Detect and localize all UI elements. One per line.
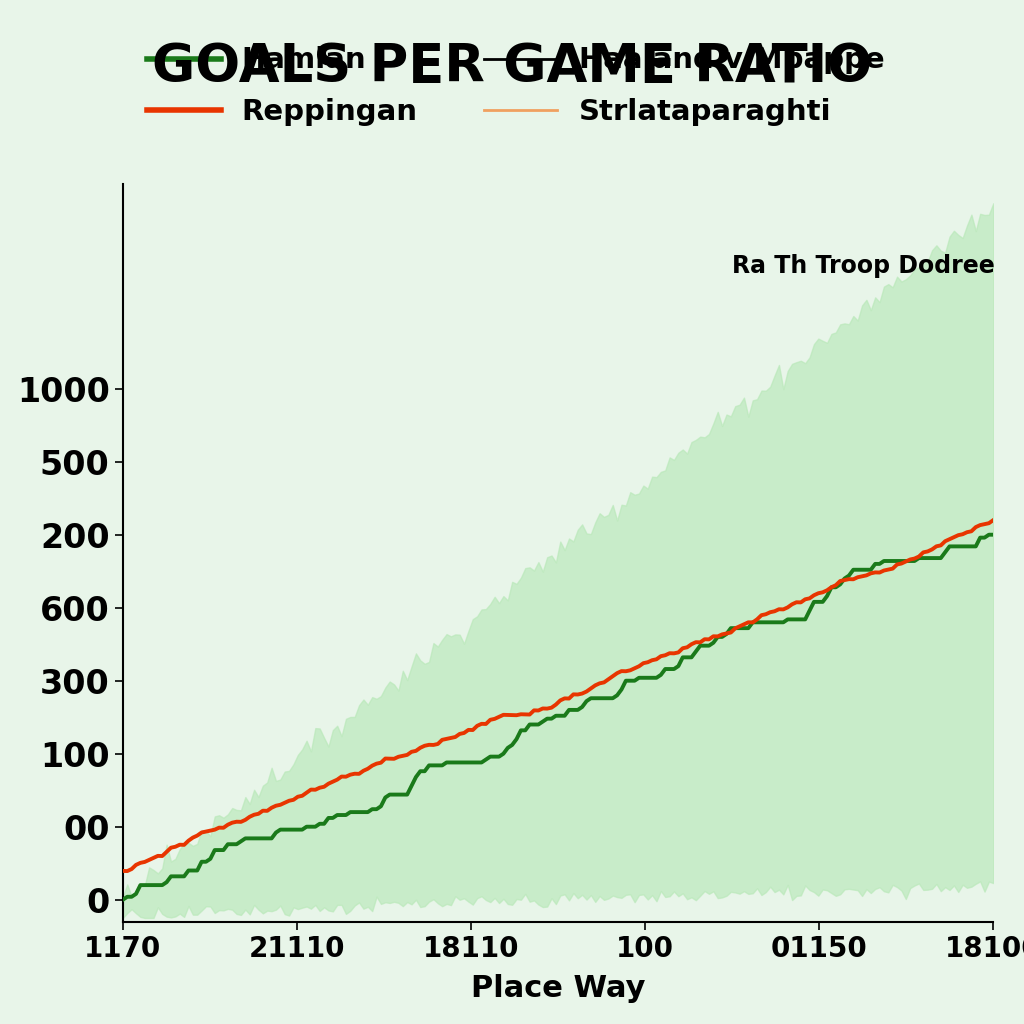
X-axis label: Place Way: Place Way <box>471 974 645 1002</box>
Legend: Hamlan, Reppingan, Haaland v/Mbappe, Strlataparaghti: Hamlan, Reppingan, Haaland v/Mbappe, Str… <box>136 35 895 136</box>
Text: GOALS PER GAME RATIO: GOALS PER GAME RATIO <box>152 41 872 93</box>
Text: Ra Th Troop Dodree: Ra Th Troop Dodree <box>732 254 995 278</box>
